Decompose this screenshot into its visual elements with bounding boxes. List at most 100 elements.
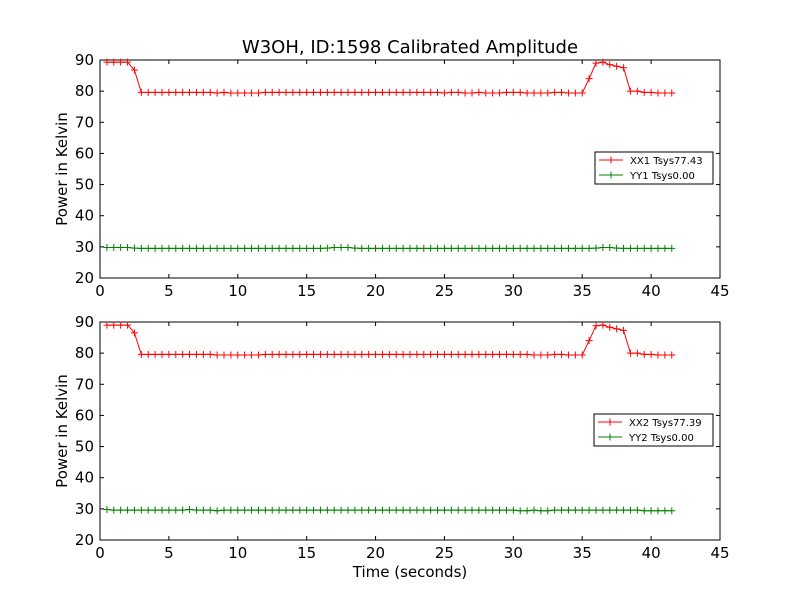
data-point xyxy=(385,350,393,358)
data-point xyxy=(447,350,455,358)
data-point xyxy=(330,506,338,514)
data-point xyxy=(199,506,207,514)
data-point xyxy=(254,506,262,514)
data-point xyxy=(227,244,235,252)
data-point xyxy=(124,506,132,514)
data-point xyxy=(234,506,242,514)
data-point xyxy=(234,244,242,252)
data-point xyxy=(378,350,386,358)
data-point xyxy=(310,88,318,96)
data-point xyxy=(599,243,607,251)
data-point xyxy=(420,506,428,514)
data-point xyxy=(213,89,221,97)
data-point xyxy=(199,350,207,358)
data-point xyxy=(585,75,593,83)
data-point xyxy=(516,350,524,358)
data-point xyxy=(137,88,145,96)
data-point xyxy=(626,506,634,514)
data-point xyxy=(571,244,579,252)
data-point xyxy=(537,89,545,97)
data-point xyxy=(358,350,366,358)
data-point xyxy=(289,350,297,358)
legend-marker xyxy=(606,433,614,441)
data-point xyxy=(248,244,256,252)
data-point xyxy=(110,58,118,66)
data-point xyxy=(282,506,290,514)
data-point xyxy=(406,350,414,358)
data-point xyxy=(213,351,221,359)
data-point xyxy=(241,506,249,514)
data-point xyxy=(151,506,159,514)
data-point xyxy=(296,244,304,252)
data-point xyxy=(344,350,352,358)
x-tick-label: 20 xyxy=(366,282,385,300)
x-tick-label: 20 xyxy=(366,544,385,562)
data-point xyxy=(509,506,517,514)
data-point xyxy=(640,88,648,96)
data-point xyxy=(454,350,462,358)
data-point xyxy=(241,244,249,252)
data-point xyxy=(434,350,442,358)
data-point xyxy=(461,89,469,97)
data-point xyxy=(227,351,235,359)
data-point xyxy=(434,506,442,514)
data-point xyxy=(434,244,442,252)
data-point xyxy=(323,350,331,358)
data-point xyxy=(220,88,228,96)
data-point xyxy=(206,350,214,358)
data-point xyxy=(186,350,194,358)
data-point xyxy=(537,507,545,515)
data-point xyxy=(165,244,173,252)
data-point xyxy=(268,350,276,358)
data-point xyxy=(124,243,132,251)
data-point xyxy=(227,89,235,97)
data-point xyxy=(372,244,380,252)
data-point xyxy=(268,88,276,96)
data-point xyxy=(172,506,180,514)
data-point xyxy=(399,244,407,252)
x-tick-label: 35 xyxy=(573,544,592,562)
data-point xyxy=(117,506,125,514)
data-point xyxy=(130,329,138,337)
data-point xyxy=(392,88,400,96)
top-panel: 0 5 10 15 20 25 30 35 40 45 20 30 40 50 60 70 80 90 Power … xyxy=(53,51,730,300)
y-tick-label: 30 xyxy=(75,500,94,518)
data-point xyxy=(620,244,628,252)
legend-marker xyxy=(606,418,614,426)
data-point xyxy=(206,244,214,252)
data-point xyxy=(192,88,200,96)
data-point xyxy=(440,244,448,252)
data-point xyxy=(592,244,600,252)
data-point xyxy=(330,350,338,358)
data-point xyxy=(186,244,194,252)
data-point xyxy=(626,244,634,252)
data-point xyxy=(337,88,345,96)
data-point xyxy=(282,350,290,358)
data-point xyxy=(137,506,145,514)
data-point xyxy=(179,244,187,252)
data-point xyxy=(248,351,256,359)
data-point xyxy=(454,506,462,514)
data-point xyxy=(344,88,352,96)
data-point xyxy=(447,244,455,252)
data-point xyxy=(110,243,118,251)
data-point xyxy=(248,506,256,514)
data-point xyxy=(275,350,283,358)
data-point xyxy=(282,244,290,252)
data-point xyxy=(275,88,283,96)
data-point xyxy=(509,350,517,358)
data-point xyxy=(564,244,572,252)
data-point xyxy=(351,244,359,252)
data-point xyxy=(351,88,359,96)
data-point xyxy=(516,88,524,96)
data-point xyxy=(502,350,510,358)
data-point xyxy=(564,351,572,359)
legend-label: YY2 Tsys0.00 xyxy=(628,433,694,444)
data-point xyxy=(206,88,214,96)
data-point xyxy=(551,350,559,358)
data-point xyxy=(489,350,497,358)
data-point xyxy=(647,88,655,96)
data-point xyxy=(296,350,304,358)
data-point xyxy=(261,506,269,514)
